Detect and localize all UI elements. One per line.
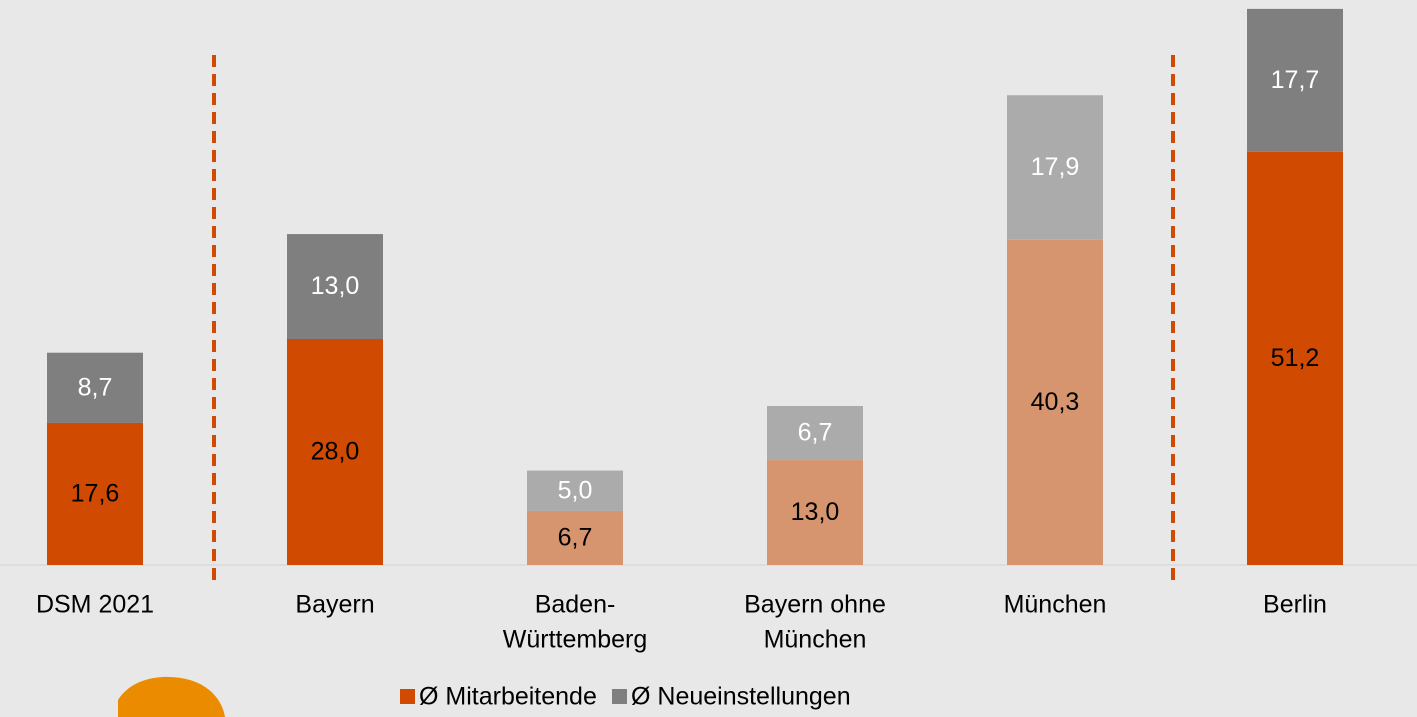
logo-shape xyxy=(118,676,225,717)
bar-segment xyxy=(287,339,383,565)
data-label: 17,6 xyxy=(71,480,120,508)
data-label: 6,7 xyxy=(798,419,833,447)
data-label: 13,0 xyxy=(791,498,840,526)
x-tick-label: München xyxy=(1004,591,1107,619)
x-tick-label: DSM 2021 xyxy=(36,591,154,619)
bar-segment xyxy=(287,234,383,339)
legend-swatch xyxy=(400,689,415,704)
data-label: 6,7 xyxy=(558,524,593,552)
x-tick-label: Bayern ohne xyxy=(744,591,886,619)
bar-segment xyxy=(767,460,863,565)
bar-segment xyxy=(47,352,143,423)
data-label: 8,7 xyxy=(78,373,113,401)
legend-label: Ø Mitarbeitende xyxy=(419,683,597,711)
data-label: 13,0 xyxy=(311,272,360,300)
legend-label: Ø Neueinstellungen xyxy=(631,683,851,711)
data-label: 17,7 xyxy=(1271,66,1320,94)
bar-segment xyxy=(1247,151,1343,565)
bar-segment xyxy=(1007,95,1103,240)
x-tick-label: Württemberg xyxy=(503,626,647,654)
x-tick-label: Bayern xyxy=(295,591,374,619)
x-tick-label: Berlin xyxy=(1263,591,1327,619)
x-tick-label: Baden- xyxy=(535,591,616,619)
bar-segment xyxy=(527,510,623,565)
bar-segment xyxy=(1007,239,1103,565)
bar-segment xyxy=(47,422,143,565)
data-label: 40,3 xyxy=(1031,388,1080,416)
legend-swatch xyxy=(612,689,627,704)
data-label: 17,9 xyxy=(1031,153,1080,181)
data-label: 51,2 xyxy=(1271,344,1320,372)
data-label: 28,0 xyxy=(311,438,360,466)
bar-segment xyxy=(767,405,863,461)
bar-segment xyxy=(1247,8,1343,152)
bar-segment xyxy=(527,470,623,511)
x-tick-label: München xyxy=(764,626,867,654)
data-label: 5,0 xyxy=(558,476,593,504)
